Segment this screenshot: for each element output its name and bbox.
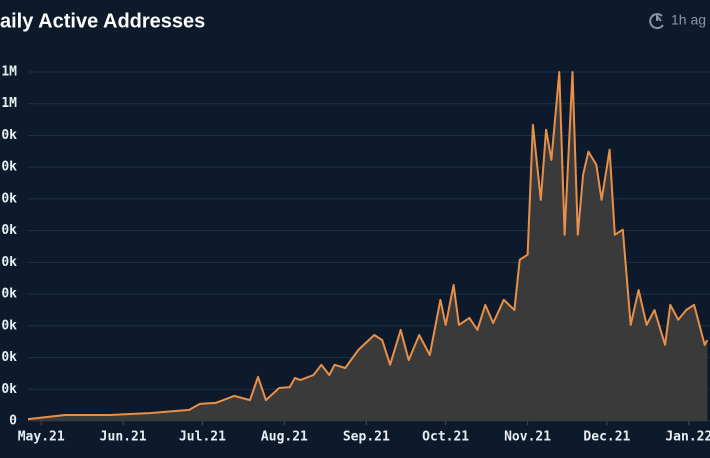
y-tick-label: 0k (1, 191, 17, 206)
y-tick-label: 1M (1, 96, 17, 111)
y-tick-label: 0k (1, 128, 17, 143)
refresh-hand (656, 13, 662, 22)
y-tick-label: 0k (1, 350, 17, 365)
y-tick-label: 1M (1, 65, 17, 80)
x-tick-label: Oct.21 (422, 430, 469, 445)
y-tick-label: 0k (1, 287, 17, 302)
x-tick-label: Dec.21 (583, 430, 630, 445)
x-tick-label: Sep.21 (343, 430, 390, 445)
refresh-icon[interactable] (649, 13, 664, 30)
refresh-arc (649, 13, 664, 30)
y-tick-label: 0k (1, 382, 17, 397)
chart-title: aily Active Addresses (0, 10, 205, 32)
updated-time: 1h ag (671, 12, 706, 28)
x-tick-label: May.21 (18, 430, 65, 445)
x-tick-label: Jan.22 (665, 430, 710, 445)
x-tick-label: Nov.21 (504, 430, 551, 445)
y-tick-label: 0k (1, 160, 17, 175)
x-tick-label: Jun.21 (100, 430, 147, 445)
x-tick-label: Jul.21 (179, 430, 226, 445)
x-tick-label: Aug.21 (261, 430, 308, 445)
y-tick-label: 0k (1, 318, 17, 333)
y-tick-label: 0k (1, 255, 17, 270)
line (27, 71, 709, 421)
y-tick-label: 0k (1, 223, 17, 238)
y-tick-label: 0 (9, 414, 17, 429)
area (28, 72, 708, 421)
